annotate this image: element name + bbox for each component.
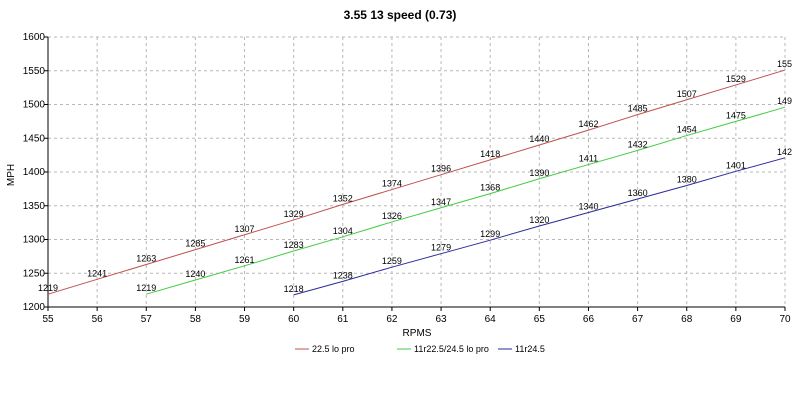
y-tick-label: 1550 bbox=[23, 66, 46, 77]
y-axis-label: MPH bbox=[6, 164, 17, 186]
legend: 22.5 lo pro 11r22.5/24.5 lo pro 11r24.5 bbox=[295, 344, 545, 354]
x-tick-label: 59 bbox=[239, 314, 251, 325]
data-label: 1401 bbox=[726, 160, 746, 170]
x-tick-label: 57 bbox=[141, 314, 153, 325]
data-label: 1241 bbox=[87, 268, 107, 278]
y-tick-label: 1250 bbox=[23, 268, 46, 279]
y-tick-label: 1500 bbox=[23, 100, 46, 111]
data-label: 1432 bbox=[628, 139, 648, 149]
data-label: 1238 bbox=[333, 270, 353, 280]
data-label: 142 bbox=[777, 147, 792, 157]
data-label: 1261 bbox=[235, 255, 255, 265]
data-label: 1380 bbox=[677, 175, 697, 185]
x-tick-label: 65 bbox=[534, 314, 546, 325]
data-label: 1219 bbox=[136, 283, 156, 293]
data-label: 1326 bbox=[382, 211, 402, 221]
grid-lines bbox=[47, 36, 786, 308]
data-label: 1352 bbox=[333, 193, 353, 203]
x-tick-label: 62 bbox=[386, 314, 398, 325]
data-label: 1440 bbox=[529, 134, 549, 144]
data-label: 1462 bbox=[578, 119, 598, 129]
series-line bbox=[293, 157, 786, 296]
chart-title: 3.55 13 speed (0.73) bbox=[344, 8, 457, 22]
data-label: 149 bbox=[777, 96, 792, 106]
y-tick-label: 1400 bbox=[23, 167, 46, 178]
legend-label: 11r24.5 bbox=[515, 344, 545, 354]
x-tick-label: 55 bbox=[42, 314, 54, 325]
y-tick-label: 1200 bbox=[23, 302, 46, 313]
data-label: 1259 bbox=[382, 256, 402, 266]
data-label: 1374 bbox=[382, 179, 402, 189]
data-label: 1411 bbox=[579, 154, 598, 164]
x-tick-label: 68 bbox=[681, 314, 693, 325]
series-line bbox=[47, 69, 786, 295]
data-labels: 1219 1241 1263 1285 1307 1329 1352 1374 1396 1418… bbox=[38, 59, 792, 294]
data-label: 1390 bbox=[529, 168, 549, 178]
data-label: 1347 bbox=[431, 197, 451, 207]
axes: 55 56 57 58 59 60 61 62 63 64 65 66 67 68 69 70 1200 1250… bbox=[23, 32, 791, 325]
data-label: 1329 bbox=[284, 209, 304, 219]
data-label: 1304 bbox=[333, 226, 353, 236]
data-label: 1418 bbox=[480, 149, 500, 159]
y-tick-label: 1450 bbox=[23, 133, 46, 144]
data-label: 1360 bbox=[628, 188, 648, 198]
x-tick-label: 58 bbox=[190, 314, 202, 325]
data-label: 1218 bbox=[284, 284, 304, 294]
data-label: 1454 bbox=[677, 125, 697, 135]
data-label: 1485 bbox=[628, 104, 648, 114]
data-label: 1320 bbox=[529, 215, 549, 225]
x-tick-label: 67 bbox=[632, 314, 644, 325]
y-tick-label: 1600 bbox=[23, 32, 46, 43]
x-tick-label: 64 bbox=[485, 314, 497, 325]
y-tick-label: 1350 bbox=[23, 201, 46, 212]
x-tick-label: 70 bbox=[779, 314, 791, 325]
data-label: 1240 bbox=[185, 269, 205, 279]
data-label: 1475 bbox=[726, 110, 746, 120]
x-axis-label: RPMS bbox=[403, 328, 432, 339]
x-tick-label: 66 bbox=[583, 314, 595, 325]
data-label: 1507 bbox=[677, 89, 697, 99]
series-line bbox=[146, 106, 786, 295]
data-label: 1340 bbox=[578, 202, 598, 212]
data-label: 1283 bbox=[284, 240, 304, 250]
x-tick-label: 56 bbox=[92, 314, 104, 325]
data-label: 1307 bbox=[235, 224, 255, 234]
data-label: 1263 bbox=[136, 253, 156, 263]
data-label: 1219 bbox=[38, 283, 58, 293]
series-lines bbox=[47, 69, 786, 296]
data-label: 1368 bbox=[480, 183, 500, 193]
data-label: 1396 bbox=[431, 164, 451, 174]
data-label: 1285 bbox=[185, 239, 205, 249]
x-tick-label: 61 bbox=[337, 314, 349, 325]
x-tick-label: 63 bbox=[436, 314, 448, 325]
x-tick-label: 60 bbox=[288, 314, 300, 325]
legend-label: 22.5 lo pro bbox=[312, 344, 355, 354]
x-tick-label: 69 bbox=[730, 314, 742, 325]
y-tick-label: 1300 bbox=[23, 235, 46, 246]
data-label: 1529 bbox=[726, 74, 746, 84]
legend-label: 11r22.5/24.5 lo pro bbox=[414, 344, 489, 354]
data-label: 155 bbox=[777, 59, 792, 69]
data-label: 1299 bbox=[480, 229, 500, 239]
data-label: 1279 bbox=[431, 243, 451, 253]
